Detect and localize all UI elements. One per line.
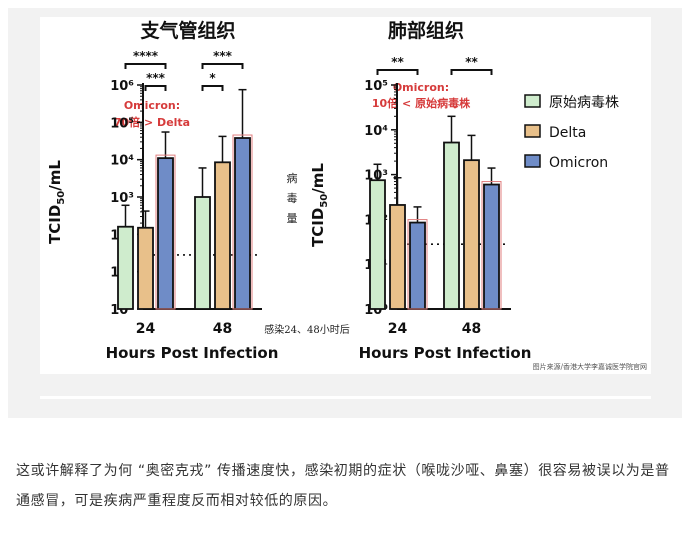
chart-svg: 支气管组织 TCID50/mL Hours Post Infection Omi… [46,19,647,371]
chart1-significance-label: **** [133,49,159,63]
chart2-bar-omicron-48 [483,183,500,310]
chart2-highlight-box [481,181,502,310]
chart2-annotation-line2: 10倍 < 原始病毒株 [372,96,471,110]
legend-swatch-omicron [524,154,541,168]
chart1-significance-bracket [124,63,167,69]
chart1-x-tick-label: 48 [213,321,232,337]
legend-label-delta: Delta [549,125,586,141]
side-label-char-1: 病 [287,171,298,185]
chart1-annotation-line2: 70倍 > Delta [114,115,190,129]
chart1-significance-label: * [209,71,216,85]
side-label-char-3: 量 [287,212,298,225]
chart1-significance-label: *** [213,49,233,63]
chart2-highlight-box [407,219,428,310]
chart1-bar-delta-24 [137,226,154,310]
chart1-significance-bracket [201,85,224,91]
chart1-y-tick-label: 10⁵ [110,116,134,131]
chart1-title: 支气管组织 [139,19,235,42]
legend-swatch-delta [524,124,541,138]
chart2-xlabel: Hours Post Infection [359,344,532,362]
chart2-significance-bracket [450,69,493,75]
chart2-title: 肺部组织 [388,19,464,42]
chart2-y-tick-label: 10⁵ [364,79,388,94]
chart2-significance-label: ** [391,55,404,69]
chart1-y-tick-label: 10⁶ [110,79,134,94]
chart2-significance-label: ** [465,55,478,69]
chart1-bar-omicron-24 [157,157,174,310]
article-caption: 这或许解释了为何 “奥密克戎” 传播速度快，感染初期的症状（喉咙沙哑、鼻塞）很容… [16,463,670,509]
chart1-significance-bracket [201,63,244,69]
chart2-x-tick-label: 48 [462,321,481,337]
chart1-bar-original-24 [117,225,134,310]
chart-marks: 10⁰10¹10²10³10⁴10⁵10⁶2448***********10⁰1… [110,49,511,337]
chart2-annotation-line1: Omicron: [393,81,449,94]
chart1-y-tick-label: 10⁴ [110,154,134,169]
chart1-bar-delta-48 [214,161,231,310]
chart1-significance-label: *** [146,71,166,85]
chart1-annotation-line1: Omicron: [124,99,180,112]
chart1-y-tick-label: 10³ [110,191,134,206]
divider [40,396,651,399]
legend-swatch-original [524,94,541,108]
chart1-xlabel: Hours Post Infection [106,344,279,362]
chart2-bar-original-24 [369,179,386,310]
time-note: 感染24、48小时后 [264,323,349,336]
chart2-y-tick-label: 10⁴ [364,124,388,139]
chart2-bar-omicron-24 [409,221,426,310]
chart1-bar-original-48 [194,196,211,310]
legend-label-omicron: Omicron [549,155,608,171]
chart2-bar-original-48 [443,141,460,310]
svg-text:TCID50/mL: TCID50/mL [46,160,67,244]
chart1-highlight-box [232,134,253,310]
chart1-bar-omicron-48 [234,137,251,310]
chart2-x-tick-label: 24 [388,321,408,337]
chart2-bar-delta-24 [389,204,406,310]
chart1-ylabel-group: TCID50/mL [46,160,67,244]
figure-image: 支气管组织 TCID50/mL Hours Post Infection Omi… [40,17,651,374]
chart1-significance-bracket [144,85,167,91]
side-label-char-2: 毒 [287,192,298,205]
chart2-ylabel-group: TCID50/mL [309,163,330,247]
chart2-significance-bracket [376,69,419,75]
svg-text:TCID50/mL: TCID50/mL [309,163,330,247]
chart1-highlight-box [155,154,176,310]
chart2-bar-delta-48 [463,159,480,310]
source-note: 图片来源/香港大学李嘉诚医学院官网 [533,362,647,371]
chart1-x-tick-label: 24 [136,321,156,337]
legend-label-original: 原始病毒株 [549,95,619,111]
